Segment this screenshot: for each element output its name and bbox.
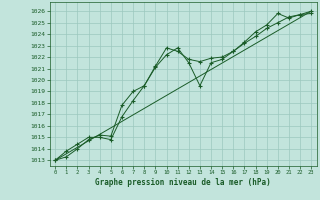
X-axis label: Graphe pression niveau de la mer (hPa): Graphe pression niveau de la mer (hPa): [95, 178, 271, 187]
